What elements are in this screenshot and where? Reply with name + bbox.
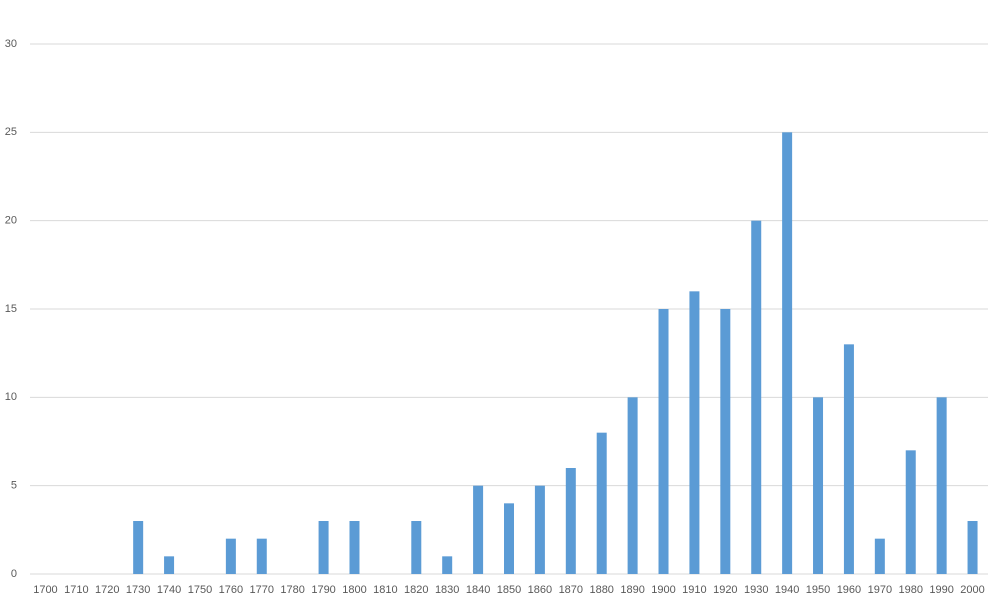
x-tick-label: 1840 — [466, 584, 490, 596]
x-tick-label: 1790 — [311, 584, 335, 596]
bar — [905, 450, 916, 574]
bar — [782, 132, 793, 575]
x-tick-label: 1800 — [342, 584, 366, 596]
bar — [843, 344, 854, 574]
bar — [720, 309, 731, 574]
x-tick-label: 1940 — [775, 584, 799, 596]
bar — [874, 538, 885, 574]
bar — [751, 220, 762, 574]
x-tick-label: 1860 — [528, 584, 552, 596]
x-tick-label: 1970 — [868, 584, 892, 596]
x-tick-label: 1950 — [806, 584, 830, 596]
x-tick-label: 1890 — [620, 584, 644, 596]
x-tick-label: 1720 — [95, 584, 119, 596]
bar — [256, 538, 267, 574]
bar — [596, 432, 607, 574]
bar — [225, 538, 236, 574]
y-tick-label: 30 — [5, 38, 17, 50]
bar — [689, 291, 700, 574]
x-tick-label: 1730 — [126, 584, 150, 596]
x-tick-label: 1830 — [435, 584, 459, 596]
x-tick-label: 1880 — [589, 584, 613, 596]
x-tick-label: 1960 — [837, 584, 861, 596]
x-tick-label: 1710 — [64, 584, 88, 596]
bar — [813, 397, 824, 574]
x-tick-label: 1850 — [497, 584, 521, 596]
bar — [349, 521, 360, 574]
bar — [133, 521, 144, 574]
bar — [565, 468, 576, 574]
bar — [504, 503, 514, 574]
x-tick-label: 1700 — [33, 584, 57, 596]
x-tick-label: 1780 — [280, 584, 304, 596]
bar — [534, 485, 545, 574]
y-tick-label: 20 — [5, 215, 17, 227]
bar — [473, 485, 484, 574]
y-tick-label: 10 — [5, 391, 17, 403]
bar — [411, 521, 422, 574]
x-tick-label: 1920 — [713, 584, 737, 596]
y-tick-label: 0 — [11, 568, 17, 580]
x-tick-label: 1900 — [651, 584, 675, 596]
x-tick-label: 1740 — [157, 584, 181, 596]
x-tick-label: 1930 — [744, 584, 768, 596]
bar — [164, 556, 175, 574]
y-tick-label: 25 — [5, 126, 17, 138]
bar — [967, 521, 978, 574]
x-tick-label: 1750 — [188, 584, 212, 596]
y-tick-label: 15 — [5, 303, 17, 315]
x-tick-label: 2000 — [960, 584, 984, 596]
x-tick-label: 1820 — [404, 584, 428, 596]
x-tick-label: 1760 — [219, 584, 243, 596]
bar — [442, 556, 453, 574]
bar — [318, 521, 329, 574]
bar — [658, 309, 669, 574]
x-tick-label: 1910 — [682, 584, 706, 596]
bar — [936, 397, 947, 574]
x-tick-label: 1990 — [929, 584, 953, 596]
x-tick-label: 1770 — [250, 584, 274, 596]
x-tick-label: 1810 — [373, 584, 397, 596]
x-tick-label: 1870 — [559, 584, 583, 596]
x-tick-label: 1980 — [898, 584, 922, 596]
y-tick-label: 5 — [11, 480, 17, 492]
bar — [627, 397, 638, 574]
